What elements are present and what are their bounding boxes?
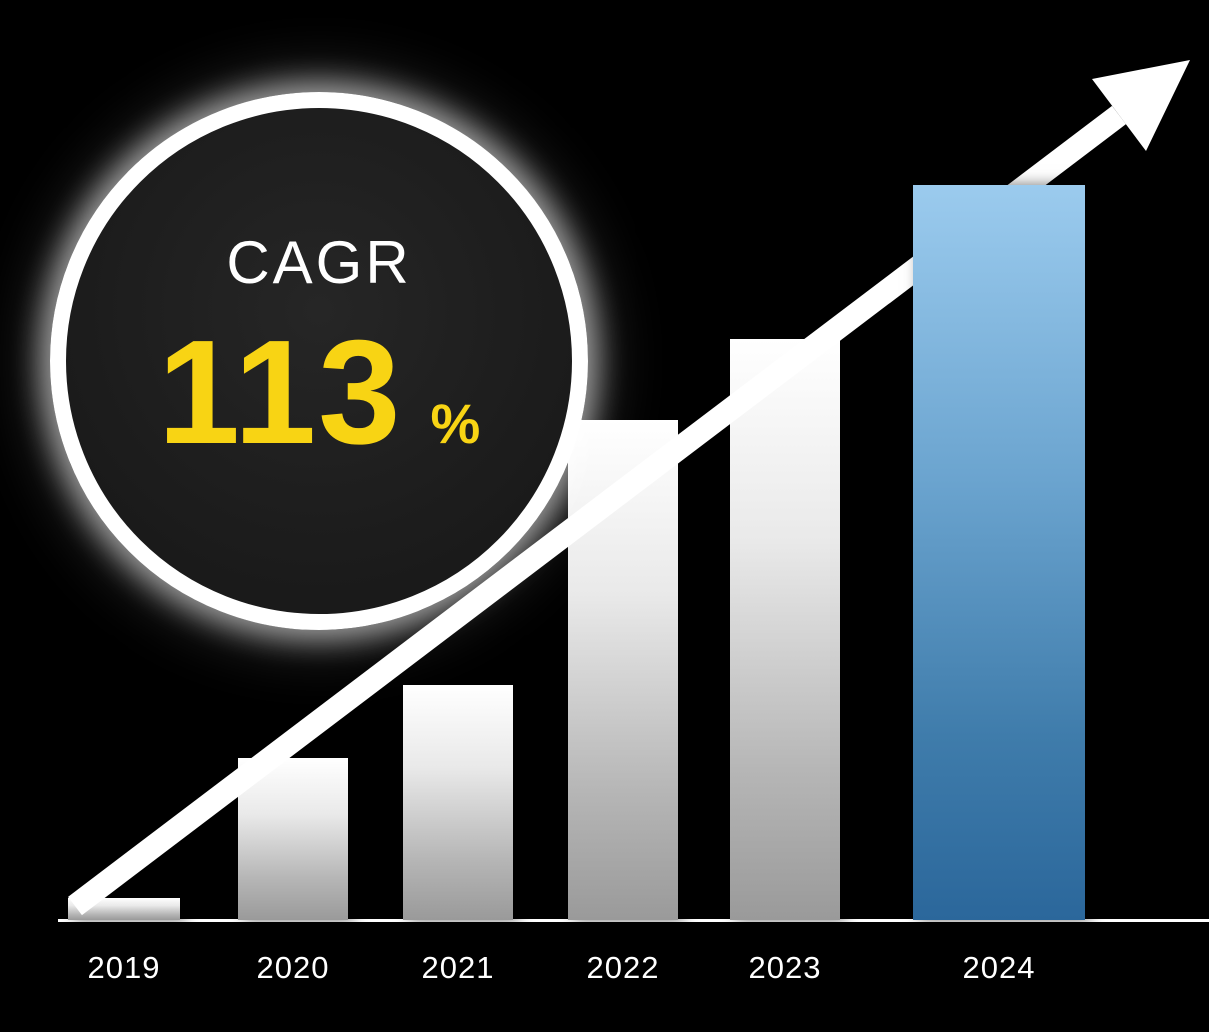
bar-2023 <box>730 339 840 920</box>
bar-2020 <box>238 758 348 920</box>
x-tick-2024: 2024 <box>962 950 1036 985</box>
x-axis-line <box>58 919 1209 922</box>
x-tick-2022: 2022 <box>586 950 660 985</box>
x-tick-2019: 2019 <box>87 950 161 985</box>
x-tick-2021: 2021 <box>421 950 495 985</box>
percent-sign: % <box>430 391 481 455</box>
cagr-badge-value-row: 113 % <box>157 309 481 475</box>
bar-2021 <box>403 685 513 920</box>
cagr-badge-title: CAGR <box>226 228 412 296</box>
x-tick-2023: 2023 <box>748 950 822 985</box>
cagr-badge: CAGR 113 % <box>50 92 588 630</box>
cagr-badge-value: 113 <box>157 309 403 475</box>
x-tick-2020: 2020 <box>256 950 330 985</box>
bar-2024-highlight <box>913 185 1085 920</box>
